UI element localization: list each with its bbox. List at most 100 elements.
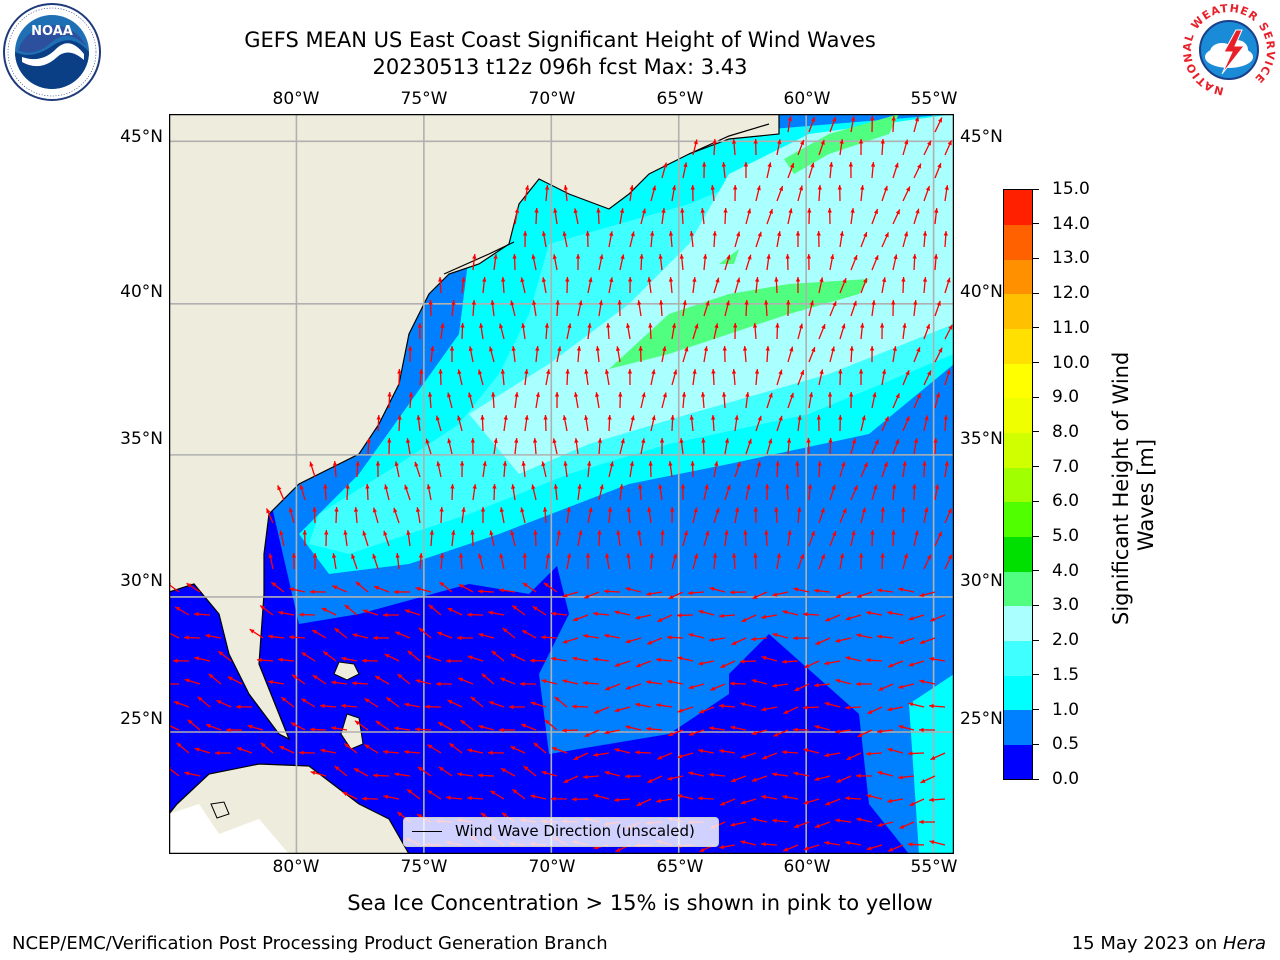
lon-label-top: 80°W — [272, 89, 320, 109]
wave-direction-arrow — [598, 254, 604, 271]
wave-direction-arrow — [667, 775, 684, 781]
wave-direction-arrow — [829, 530, 837, 547]
wave-direction-arrow — [279, 530, 285, 547]
wave-direction-arrow — [682, 162, 688, 179]
wave-direction-arrow — [753, 552, 758, 570]
wave-direction-arrow — [577, 484, 582, 501]
wave-direction-arrow — [772, 632, 789, 639]
wave-direction-arrow — [839, 323, 846, 340]
wave-direction-arrow — [383, 530, 390, 547]
wave-direction-arrow — [551, 656, 568, 662]
wave-direction-arrow — [619, 254, 625, 271]
wave-direction-arrow — [492, 483, 497, 501]
wave-direction-arrow — [656, 657, 673, 663]
wave-direction-arrow — [944, 461, 949, 478]
wave-direction-arrow — [393, 507, 400, 524]
wave-direction-arrow — [530, 701, 547, 708]
wave-direction-arrow — [561, 728, 579, 733]
wave-direction-arrow — [176, 742, 190, 754]
wave-direction-arrow — [289, 587, 306, 593]
wave-direction-arrow — [733, 322, 738, 340]
wave-direction-arrow — [626, 553, 631, 570]
wave-direction-arrow — [856, 817, 873, 823]
wave-direction-arrow — [850, 254, 858, 271]
wave-direction-arrow — [848, 391, 854, 409]
wave-direction-arrow — [373, 585, 390, 593]
wave-direction-arrow — [776, 553, 781, 570]
wave-direction-arrow — [604, 369, 610, 386]
wave-direction-arrow — [584, 415, 589, 432]
wave-direction-arrow — [723, 207, 728, 225]
wave-direction-arrow — [574, 438, 579, 455]
wave-direction-arrow — [740, 798, 757, 805]
wave-direction-arrow — [857, 729, 873, 738]
wave-direction-arrow — [499, 553, 505, 570]
wave-direction-arrow — [773, 729, 789, 737]
wave-direction-arrow — [393, 589, 411, 595]
wave-direction-arrow — [933, 437, 938, 455]
wave-direction-arrow — [249, 628, 264, 639]
wave-direction-arrow — [466, 795, 484, 801]
wave-direction-arrow — [835, 729, 852, 734]
wave-direction-arrow — [787, 346, 794, 363]
wave-direction-arrow — [720, 660, 736, 669]
wave-direction-arrow — [445, 658, 463, 664]
colorbar-tick-label: 14.0 — [1052, 213, 1090, 234]
wave-direction-arrow — [776, 369, 783, 386]
wave-direction-arrow — [856, 633, 873, 639]
wave-direction-arrow — [669, 506, 675, 524]
wave-direction-arrow — [913, 346, 921, 363]
wave-direction-arrow — [688, 633, 705, 639]
lat-label-left: 30°N — [120, 571, 163, 591]
wave-direction-arrow — [670, 414, 675, 432]
wave-direction-arrow — [887, 706, 904, 712]
wave-direction-arrow — [532, 437, 538, 455]
wave-direction-arrow — [425, 655, 442, 662]
wave-direction-arrow — [637, 300, 642, 317]
wave-direction-arrow — [625, 683, 642, 690]
wave-direction-arrow — [205, 633, 222, 639]
wave-direction-arrow — [291, 552, 297, 570]
wave-direction-arrow — [923, 554, 932, 570]
lat-label-right: 45°N — [960, 127, 1003, 147]
wave-direction-arrow — [786, 438, 792, 455]
map-gridlines — [169, 114, 954, 854]
wave-direction-arrow — [860, 415, 866, 432]
wave-direction-arrow — [913, 116, 920, 133]
wave-direction-arrow — [870, 529, 875, 547]
wave-direction-arrow — [709, 586, 726, 593]
wave-direction-arrow — [785, 253, 790, 271]
wave-direction-arrow — [489, 790, 505, 800]
wave-direction-arrow — [797, 415, 802, 432]
wave-direction-arrow — [583, 634, 600, 639]
wave-direction-arrow — [912, 253, 917, 271]
wave-direction-arrow — [407, 650, 421, 662]
wave-direction-arrow — [604, 770, 621, 777]
wave-direction-arrow — [783, 706, 799, 715]
wave-direction-arrow — [829, 484, 836, 501]
wave-direction-arrow — [795, 460, 800, 478]
wave-direction-arrow — [566, 323, 572, 340]
long-island-coast — [443, 241, 515, 275]
wave-direction-arrow — [887, 610, 904, 616]
wave-direction-arrow — [845, 614, 862, 621]
wave-direction-arrow — [334, 627, 348, 639]
wave-direction-arrow — [353, 507, 359, 524]
wave-direction-arrow — [640, 438, 646, 455]
wave-direction-arrow — [892, 438, 900, 455]
wave-direction-arrow — [540, 635, 558, 640]
wave-direction-arrow — [299, 484, 306, 501]
wave-direction-arrow — [709, 772, 726, 777]
wave-direction-arrow — [698, 706, 715, 714]
wave-direction-arrow — [844, 705, 862, 710]
wave-direction-arrow — [709, 637, 726, 642]
wave-direction-arrow — [933, 253, 939, 271]
wave-direction-arrow — [372, 773, 390, 778]
wave-direction-arrow — [657, 614, 673, 623]
colorbar-tick-mark — [1033, 639, 1039, 641]
legend-label: Wind Wave Direction (unscaled) — [455, 822, 695, 840]
wave-direction-arrow — [870, 162, 876, 179]
wave-direction-arrow — [912, 483, 917, 501]
wave-direction-arrow — [850, 485, 858, 501]
colorbar-tick-mark — [1033, 292, 1039, 294]
